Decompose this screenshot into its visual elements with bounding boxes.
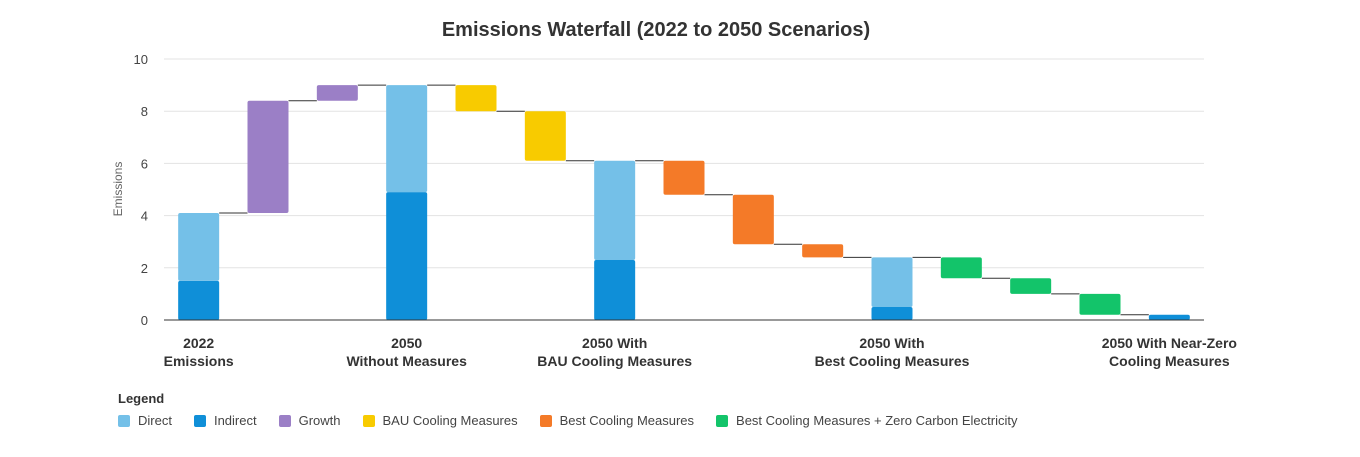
chart-title: Emissions Waterfall (2022 to 2050 Scenar… xyxy=(442,19,870,41)
bar-growth xyxy=(247,100,289,213)
category-label: Emissions xyxy=(164,353,234,369)
connectors xyxy=(219,84,1149,316)
bar-direct xyxy=(178,212,220,281)
bar-bau-cooling-measures xyxy=(455,85,497,112)
bar-indirect xyxy=(386,192,428,320)
category-label: 2022 xyxy=(183,335,214,351)
bar-best-cooling-measures xyxy=(802,244,844,258)
legend-item: BAU Cooling Measures xyxy=(362,413,518,428)
legend-swatch xyxy=(278,414,291,427)
bar-best-cooling-measures xyxy=(663,160,705,195)
legend-label: Best Cooling Measures xyxy=(559,413,695,428)
y-tick-label: 6 xyxy=(141,156,148,171)
y-tick-label: 2 xyxy=(141,261,148,276)
bar-indirect xyxy=(594,259,636,320)
y-tick-label: 8 xyxy=(141,104,148,119)
category-labels: 2022 Emissions 2050 Without Measures 2050 Wi… xyxy=(164,335,1237,369)
bar-direct xyxy=(594,160,636,260)
legend-swatch xyxy=(193,414,206,427)
bar-growth xyxy=(316,85,358,101)
category-label: 2050 xyxy=(391,335,422,351)
category-label: 2050 With xyxy=(859,335,924,351)
legend-item: Best Cooling Measures xyxy=(539,413,695,428)
y-tick-label: 10 xyxy=(134,52,148,67)
bar-indirect xyxy=(178,280,220,320)
legend-label: Best Cooling Measures + Zero Carbon Elec… xyxy=(736,413,1018,428)
legend-title: Legend xyxy=(118,391,165,406)
legend-swatch xyxy=(716,414,729,427)
bar-direct xyxy=(386,85,428,193)
category-label: 2050 With Near-Zero xyxy=(1102,335,1237,351)
legend-label: BAU Cooling Measures xyxy=(382,413,518,428)
legend-label: Growth xyxy=(298,413,341,428)
category-label: BAU Cooling Measures xyxy=(537,353,692,369)
category-label: Without Measures xyxy=(346,353,467,369)
legend-label: Direct xyxy=(138,413,172,428)
legend-item: Indirect xyxy=(193,413,257,428)
bar-indirect xyxy=(871,306,913,320)
bar-bau-cooling-measures xyxy=(524,111,566,161)
bar-best-cooling-measures-zero-carbon-electricity xyxy=(940,257,982,279)
legend: Legend Direct Indirect Growth BAU Cooling M… xyxy=(118,391,1039,428)
legend-swatch xyxy=(362,414,375,427)
category-label: Best Cooling Measures xyxy=(815,353,970,369)
y-tick-label: 0 xyxy=(141,313,148,328)
bar-indirect xyxy=(1148,314,1190,320)
y-axis-ticks: 0 2 4 6 8 10 xyxy=(134,52,148,328)
y-tick-label: 4 xyxy=(141,209,148,224)
bar-best-cooling-measures-zero-carbon-electricity xyxy=(1079,293,1121,315)
chart-canvas: Emissions Waterfall (2022 to 2050 Scenar… xyxy=(111,19,1237,369)
category-label: 2050 With xyxy=(582,335,647,351)
legend-item: Growth xyxy=(278,413,341,428)
legend-label: Indirect xyxy=(213,413,257,428)
bars xyxy=(178,85,1190,320)
legend-item: Best Cooling Measures + Zero Carbon Elec… xyxy=(716,413,1017,428)
category-label: Cooling Measures xyxy=(1109,353,1230,369)
legend-swatch xyxy=(118,414,130,427)
bar-direct xyxy=(871,257,913,307)
bar-best-cooling-measures xyxy=(732,194,774,245)
legend-swatch xyxy=(539,414,552,427)
y-axis-label: Emissions xyxy=(111,162,125,217)
legend-items: Direct Indirect Growth BAU Cooling Measures… xyxy=(118,413,1039,428)
legend-item: Direct xyxy=(118,413,172,428)
bar-best-cooling-measures-zero-carbon-electricity xyxy=(1010,278,1052,294)
